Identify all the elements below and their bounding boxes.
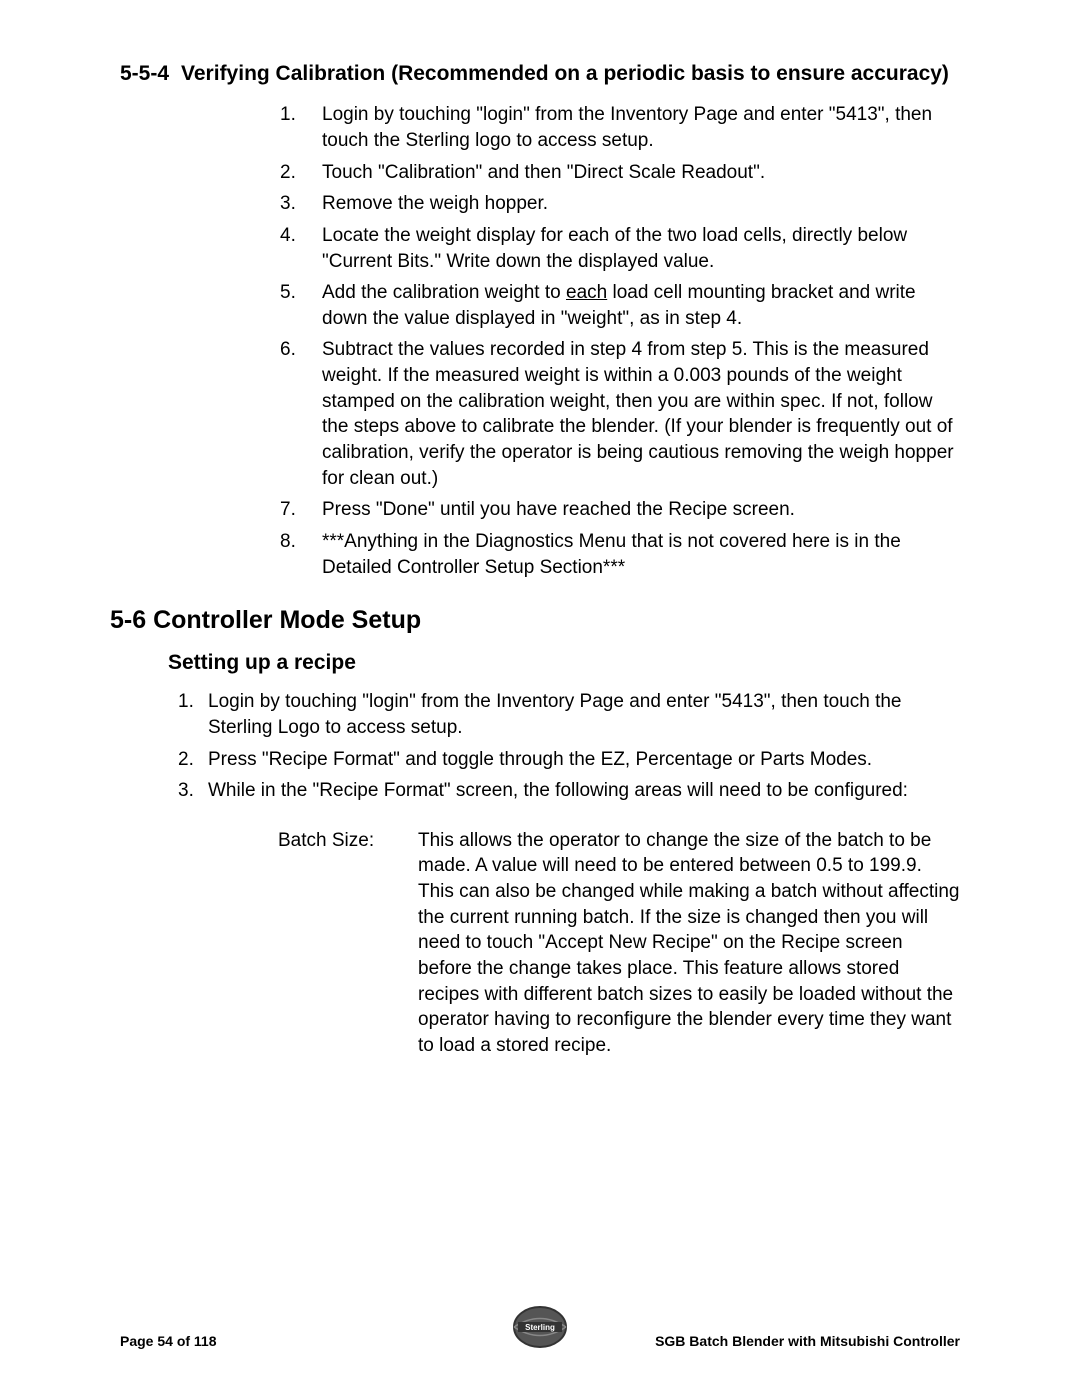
list-item: 8.***Anything in the Diagnostics Menu th… [280, 529, 960, 580]
list-text: Touch "Calibration" and then "Direct Sca… [322, 160, 960, 186]
list-5-5-4: 1.Login by touching "login" from the Inv… [280, 102, 960, 580]
heading-5-6: 5-6 Controller Mode Setup [110, 606, 960, 635]
list-text: While in the "Recipe Format" screen, the… [208, 778, 960, 804]
heading-5-5-4: 5-5-4 Verifying Calibration (Recommended… [120, 60, 960, 88]
sub-heading-recipe: Setting up a recipe [168, 651, 960, 675]
list-text: Press "Recipe Format" and toggle through… [208, 747, 960, 773]
list-item: 3.Remove the weigh hopper. [280, 191, 960, 217]
list-number: 3. [178, 778, 208, 804]
list-number: 7. [280, 497, 322, 523]
list-text: Subtract the values recorded in step 4 f… [322, 337, 960, 491]
list-item: 1.Login by touching "login" from the Inv… [178, 689, 960, 740]
footer-logo: Sterling [510, 1302, 570, 1355]
list-item: 5.Add the calibration weight to each loa… [280, 280, 960, 331]
page-footer: Page 54 of 118 Sterling SGB Batch Blende… [120, 1333, 960, 1349]
list-text: Login by touching "login" from the Inven… [208, 689, 960, 740]
definition-label: Batch Size: [278, 828, 418, 1059]
footer-doc-title: SGB Batch Blender with Mitsubishi Contro… [655, 1333, 960, 1349]
list-text: ***Anything in the Diagnostics Menu that… [322, 529, 960, 580]
list-number: 2. [280, 160, 322, 186]
list-5-6: 1.Login by touching "login" from the Inv… [178, 689, 960, 804]
list-text: Press "Done" until you have reached the … [322, 497, 960, 523]
footer-page-number: Page 54 of 118 [120, 1333, 217, 1349]
heading-number: 5-5-4 [120, 60, 169, 88]
list-number: 1. [178, 689, 208, 740]
list-number: 5. [280, 280, 322, 331]
list-text: Locate the weight display for each of th… [322, 223, 960, 274]
list-number: 2. [178, 747, 208, 773]
list-item: 7.Press "Done" until you have reached th… [280, 497, 960, 523]
list-item: 1.Login by touching "login" from the Inv… [280, 102, 960, 153]
sterling-logo-icon: Sterling [510, 1302, 570, 1352]
list-item: 4.Locate the weight display for each of … [280, 223, 960, 274]
list-item: 3.While in the "Recipe Format" screen, t… [178, 778, 960, 804]
list-text: Add the calibration weight to each load … [322, 280, 960, 331]
list-text: Login by touching "login" from the Inven… [322, 102, 960, 153]
list-item: 2.Press "Recipe Format" and toggle throu… [178, 747, 960, 773]
list-text: Remove the weigh hopper. [322, 191, 960, 217]
underlined-text: each [566, 282, 607, 303]
definition-text: This allows the operator to change the s… [418, 828, 960, 1059]
list-item: 6.Subtract the values recorded in step 4… [280, 337, 960, 491]
svg-text:Sterling: Sterling [525, 1323, 555, 1332]
list-number: 8. [280, 529, 322, 580]
list-item: 2.Touch "Calibration" and then "Direct S… [280, 160, 960, 186]
list-number: 3. [280, 191, 322, 217]
list-number: 6. [280, 337, 322, 491]
list-number: 1. [280, 102, 322, 153]
list-number: 4. [280, 223, 322, 274]
definition-batch-size: Batch Size: This allows the operator to … [278, 828, 960, 1059]
heading-text: Verifying Calibration (Recommended on a … [181, 60, 960, 88]
